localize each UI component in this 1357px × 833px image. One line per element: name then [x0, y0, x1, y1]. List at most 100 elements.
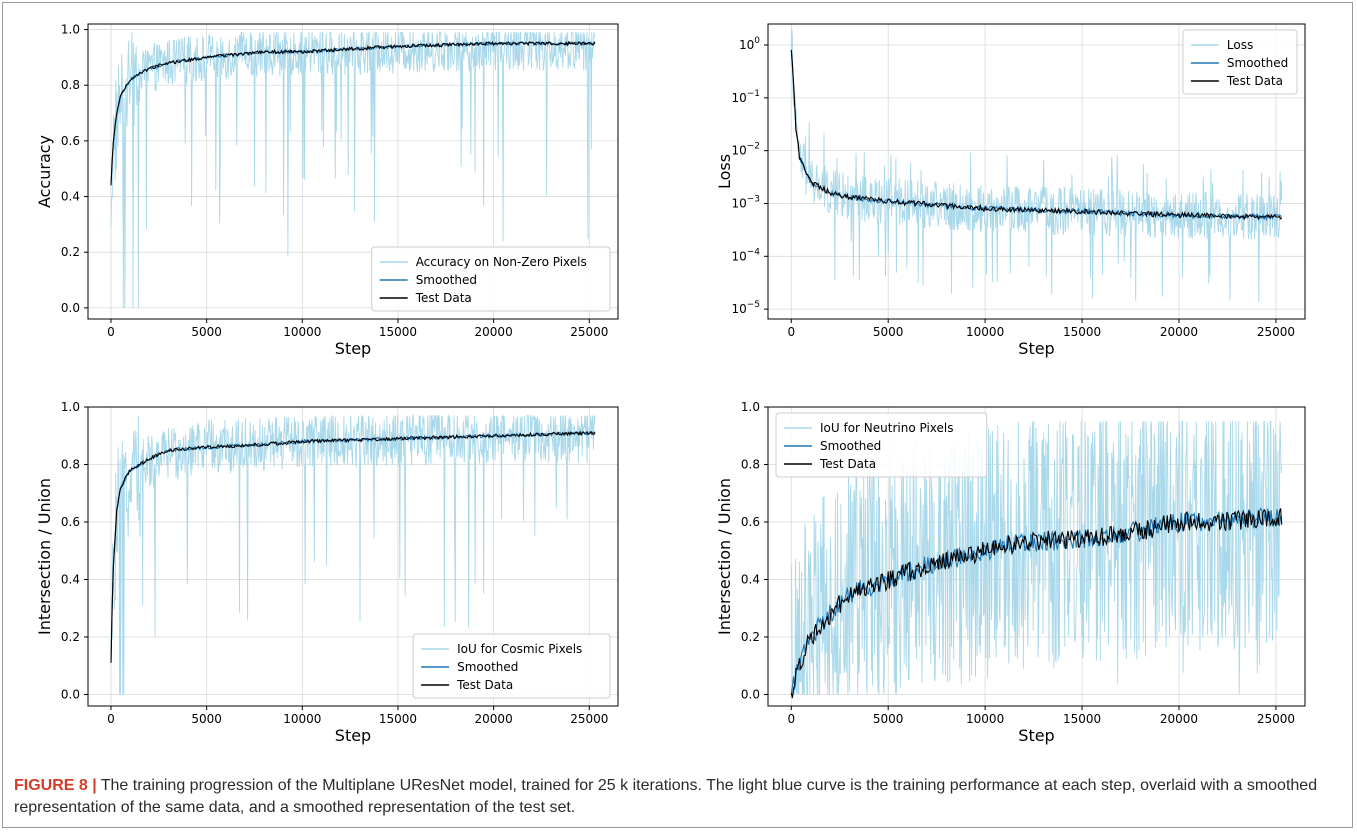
y-tick-label: 0.2 — [741, 630, 760, 644]
axes-frame — [767, 406, 1306, 707]
series-test-line — [110, 430, 596, 663]
legend-entry: Smoothed — [416, 273, 477, 287]
legend-box — [1182, 29, 1298, 95]
x-tick-label: 25000 — [1257, 325, 1295, 339]
legend-entry: Accuracy on Non-Zero Pixels — [416, 255, 587, 269]
y-axis-label: Intersection / Union — [715, 478, 734, 635]
y-tick-label: 1.0 — [61, 400, 80, 414]
x-tick-label: 0 — [107, 712, 115, 726]
y-tick-label: 0.8 — [61, 458, 80, 472]
y-tick-label: 0.2 — [61, 630, 80, 644]
legend: IoU for Cosmic Pixels Smoothed Test Data — [412, 633, 611, 699]
y-tick-label: 10−2 — [731, 142, 760, 158]
chart-panel-2: 0 5000 10000 15000 20000 25000 10−5 10−4 10−3 10−… — [715, 23, 1306, 358]
x-tick-label: 10000 — [966, 712, 1004, 726]
legend-entry: Test Data — [415, 291, 472, 305]
x-tick-label: 25000 — [570, 325, 608, 339]
x-axis-label: Step — [335, 339, 371, 358]
legend-entry: Smoothed — [457, 660, 518, 674]
y-tick-label: 0.0 — [61, 301, 80, 315]
x-tick-label: 25000 — [570, 712, 608, 726]
x-tick-label: 5000 — [873, 712, 904, 726]
x-tick-label: 20000 — [1160, 712, 1198, 726]
y-tick-label: 0.0 — [741, 688, 760, 702]
y-tick-label: 1.0 — [61, 23, 80, 37]
y-tick-label: 10−3 — [731, 194, 760, 210]
axes-frame — [767, 23, 1306, 320]
x-tick-label: 15000 — [1063, 325, 1101, 339]
x-tick-label: 10000 — [966, 325, 1004, 339]
series-raw-line — [110, 30, 596, 308]
x-tick-label: 20000 — [475, 325, 513, 339]
legend: Accuracy on Non-Zero Pixels Smoothed Test … — [371, 246, 611, 312]
x-tick-label: 25000 — [1257, 712, 1295, 726]
x-axis-label: Step — [1018, 339, 1054, 358]
caption-text: The training progression of the Multipla… — [14, 777, 1318, 816]
y-tick-label: 0.0 — [61, 688, 80, 702]
y-tick-label: 0.6 — [741, 515, 760, 529]
x-axis-label: Step — [335, 726, 371, 745]
y-axis-label: Accuracy — [35, 135, 54, 208]
x-tick-label: 20000 — [475, 712, 513, 726]
chart-panel-4: 0 5000 10000 15000 20000 25000 0.0 0.2 0.4 0.6 0.8… — [715, 400, 1306, 745]
legend: IoU for Neutrino Pixels Smoothed Test Data — [775, 412, 988, 478]
plot-area — [110, 414, 596, 695]
legend-entry: Test Data — [456, 678, 513, 692]
series-test-line — [790, 508, 1283, 699]
x-axis-label: Step — [1018, 726, 1054, 745]
legend-box — [371, 246, 611, 312]
y-tick-label: 0.4 — [741, 573, 760, 587]
y-axis-label: Loss — [715, 154, 734, 189]
legend-entry: IoU for Cosmic Pixels — [457, 642, 582, 656]
axes-frame — [87, 23, 619, 320]
y-tick-label: 0.8 — [61, 78, 80, 92]
y-tick-label: 0.8 — [741, 458, 760, 472]
y-tick-label: 10−4 — [731, 247, 760, 263]
series-raw-line — [790, 420, 1283, 695]
chart-grid: 0 5000 10000 15000 20000 250000.00.20.40.60.8… — [35, 23, 1306, 745]
x-tick-label: 10000 — [283, 712, 321, 726]
x-tick-label: 5000 — [191, 712, 222, 726]
x-tick-label: 0 — [787, 325, 795, 339]
caption-label: FIGURE 8 — [14, 777, 88, 794]
x-tick-label: 0 — [107, 325, 115, 339]
legend-entry: Loss — [1227, 38, 1253, 52]
x-tick-label: 0 — [787, 712, 795, 726]
y-axis-label: Intersection / Union — [35, 478, 54, 635]
y-tick-label: 1.0 — [741, 400, 760, 414]
y-tick-label: 0.2 — [61, 245, 80, 259]
legend: Loss Smoothed Test Data — [1182, 29, 1298, 95]
chart-panel-3: 0 5000 10000 15000 20000 25000 0.0 0.2 0.4 0.6 0.8… — [35, 400, 619, 745]
y-tick-label: 0.4 — [61, 190, 80, 204]
chart-panel-1: 0 5000 10000 15000 20000 25000 0.0 0.2 0.4 0.6 0.8… — [35, 23, 619, 358]
axes-frame — [87, 406, 619, 707]
x-tick-label: 10000 — [283, 325, 321, 339]
series-test-line — [110, 40, 596, 186]
y-tick-label: 100 — [739, 36, 760, 52]
series-smoothed-line — [110, 430, 596, 663]
x-tick-label: 15000 — [379, 712, 417, 726]
plot-area — [790, 420, 1283, 699]
plot-area — [110, 30, 596, 308]
legend-entry: Test Data — [819, 457, 876, 471]
y-tick-label: 10−1 — [731, 89, 760, 105]
legend-entry: Smoothed — [820, 439, 881, 453]
x-tick-label: 15000 — [379, 325, 417, 339]
legend-entry: Test Data — [1226, 74, 1283, 88]
legend-box — [775, 412, 988, 478]
x-tick-label: 15000 — [1063, 712, 1101, 726]
figure-caption: FIGURE 8 | The training progression of th… — [14, 775, 1339, 819]
caption-separator: | — [92, 777, 97, 794]
plot-area — [790, 29, 1283, 302]
legend-box — [412, 633, 611, 699]
legend-entry: IoU for Neutrino Pixels — [820, 421, 954, 435]
x-tick-label: 5000 — [873, 325, 904, 339]
series-raw-line — [790, 29, 1283, 302]
y-tick-label: 10−5 — [731, 300, 760, 316]
x-tick-label: 5000 — [191, 325, 222, 339]
y-tick-label: 0.6 — [61, 515, 80, 529]
x-tick-label: 20000 — [1160, 325, 1198, 339]
legend-entry: Smoothed — [1227, 56, 1288, 70]
y-tick-label: 0.4 — [61, 573, 80, 587]
